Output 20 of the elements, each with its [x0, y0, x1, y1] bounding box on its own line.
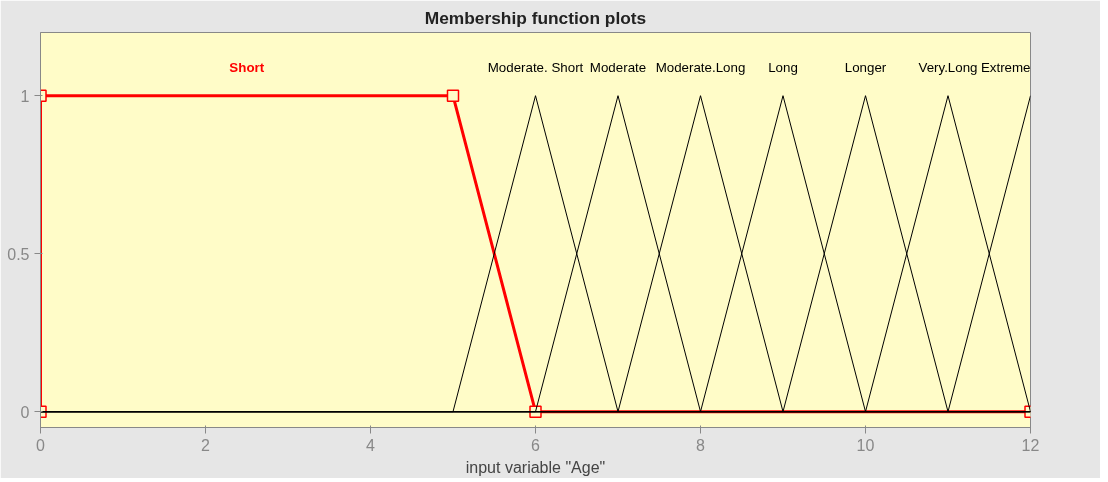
text: Moderate. Short [487, 59, 584, 75]
series-label: Extreme [980, 59, 1031, 75]
text: Very.Long [918, 59, 978, 75]
x-tick-label: 0 [36, 436, 46, 454]
x-tick-label: 8 [696, 436, 706, 454]
y-tick-label: 1 [20, 87, 30, 105]
series-label: Short [229, 59, 265, 75]
text: Longer [844, 59, 887, 75]
x-tick-label: 6 [531, 436, 541, 454]
series-label: Long [768, 59, 798, 75]
x-tick-label: 4 [366, 436, 376, 454]
text: Moderate.Long [655, 59, 746, 75]
y-tick-label: 0.5 [7, 245, 30, 263]
y-tick-label: 0 [20, 403, 30, 421]
x-tick-label: 2 [201, 436, 211, 454]
x-axis-title: input variable "Age" [465, 458, 606, 476]
chart-title: Membership function plots [424, 7, 647, 28]
x-tick-label: 10 [856, 436, 875, 454]
text: Moderate [589, 59, 647, 75]
x-tick-label: 12 [1021, 436, 1040, 454]
